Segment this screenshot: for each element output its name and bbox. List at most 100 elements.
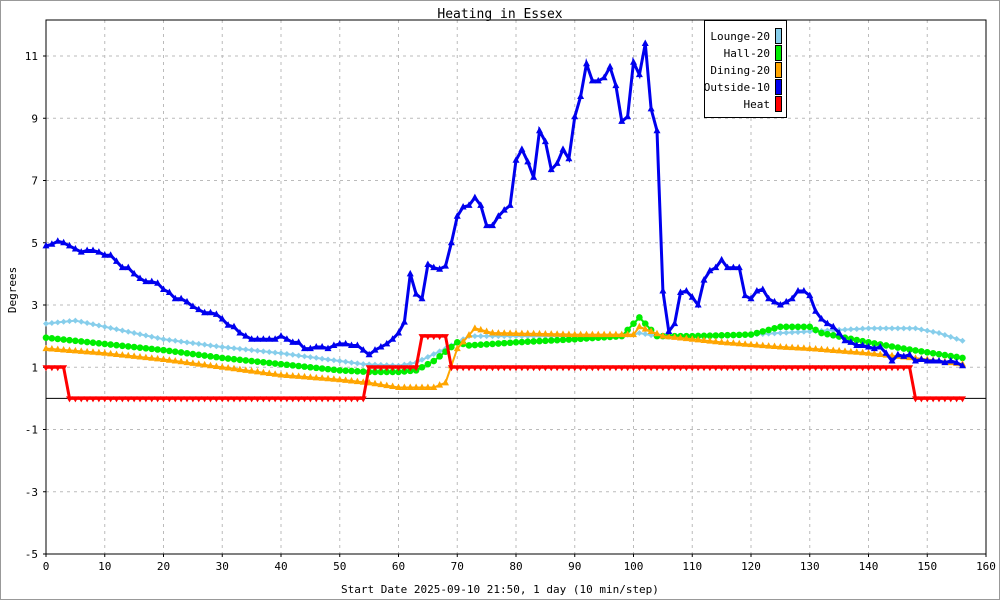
data-point xyxy=(947,333,954,340)
data-point xyxy=(395,365,402,372)
data-point xyxy=(130,343,138,351)
data-point xyxy=(877,325,884,332)
data-point xyxy=(265,396,273,403)
data-point xyxy=(418,334,426,341)
data-point xyxy=(118,351,126,358)
data-point xyxy=(66,336,73,344)
data-point xyxy=(471,341,479,349)
data-point xyxy=(547,337,555,344)
x-tick-label: 40 xyxy=(274,560,287,573)
data-point xyxy=(741,331,749,339)
data-point xyxy=(671,319,679,327)
data-point xyxy=(395,329,402,336)
data-point xyxy=(823,319,831,327)
data-point xyxy=(160,336,167,343)
data-point xyxy=(77,338,85,345)
data-point xyxy=(354,360,361,367)
data-point xyxy=(160,396,167,403)
data-point xyxy=(859,341,867,348)
data-point xyxy=(324,344,332,352)
data-point xyxy=(224,364,232,371)
data-point xyxy=(230,322,238,330)
data-point xyxy=(265,369,273,376)
data-point xyxy=(359,346,367,353)
data-point xyxy=(759,328,767,335)
data-point xyxy=(195,396,203,403)
data-point xyxy=(559,336,567,344)
data-point xyxy=(641,365,649,372)
data-point xyxy=(336,339,344,347)
data-point xyxy=(465,365,473,372)
data-point xyxy=(78,318,85,325)
data-point xyxy=(142,396,150,403)
data-point xyxy=(400,383,408,390)
y-tick-label: 3 xyxy=(31,299,38,312)
data-point xyxy=(818,345,825,353)
data-point xyxy=(636,314,643,321)
data-point xyxy=(178,338,185,345)
data-point xyxy=(230,396,238,403)
data-point xyxy=(436,334,444,341)
data-point xyxy=(724,365,731,372)
data-point xyxy=(665,365,673,372)
data-point xyxy=(289,396,297,403)
legend: Lounge-20 Hall-20 Dining-20 Outside-10 Heat xyxy=(704,20,787,118)
data-point xyxy=(795,329,801,336)
data-point xyxy=(342,358,349,365)
data-point xyxy=(947,357,955,364)
data-point xyxy=(641,320,649,327)
data-point xyxy=(876,365,884,372)
data-point xyxy=(541,330,549,337)
data-point xyxy=(765,294,773,302)
data-point xyxy=(301,344,308,352)
data-point xyxy=(330,396,338,403)
data-point xyxy=(71,346,79,354)
data-point xyxy=(889,325,895,332)
data-point xyxy=(213,353,220,361)
data-point xyxy=(242,366,250,373)
data-point xyxy=(765,342,773,349)
data-point xyxy=(900,365,908,372)
data-point xyxy=(735,339,743,347)
data-point xyxy=(389,368,396,376)
data-point xyxy=(195,305,203,313)
data-point xyxy=(289,351,296,358)
y-tick-label: 9 xyxy=(31,112,38,125)
data-point xyxy=(959,337,966,344)
x-tick-label: 20 xyxy=(157,560,170,573)
data-point xyxy=(665,327,673,334)
data-point xyxy=(753,286,761,294)
data-point xyxy=(225,344,232,351)
data-point xyxy=(912,357,919,364)
data-point xyxy=(853,325,860,332)
data-point xyxy=(724,263,731,271)
data-point xyxy=(782,365,790,372)
data-point xyxy=(183,396,191,403)
data-point xyxy=(788,343,796,351)
data-point xyxy=(812,365,820,372)
data-point xyxy=(688,365,696,372)
data-point xyxy=(771,297,778,305)
data-point xyxy=(636,330,643,337)
data-point xyxy=(489,221,496,229)
data-point xyxy=(618,330,626,338)
data-point xyxy=(894,344,902,351)
data-point xyxy=(154,279,162,286)
y-tick-label: -5 xyxy=(25,548,38,561)
data-point xyxy=(823,345,831,353)
data-point xyxy=(459,202,467,210)
data-point xyxy=(342,376,350,383)
data-point xyxy=(231,345,237,352)
data-point xyxy=(72,317,79,324)
data-point xyxy=(735,263,743,271)
data-point xyxy=(95,396,103,403)
data-point xyxy=(512,329,520,336)
data-point xyxy=(353,377,361,385)
data-point xyxy=(60,345,68,353)
data-point xyxy=(559,365,567,372)
data-point xyxy=(447,238,455,246)
data-point xyxy=(60,238,68,246)
data-point xyxy=(424,360,432,368)
data-point xyxy=(312,373,320,381)
data-point xyxy=(588,76,596,84)
